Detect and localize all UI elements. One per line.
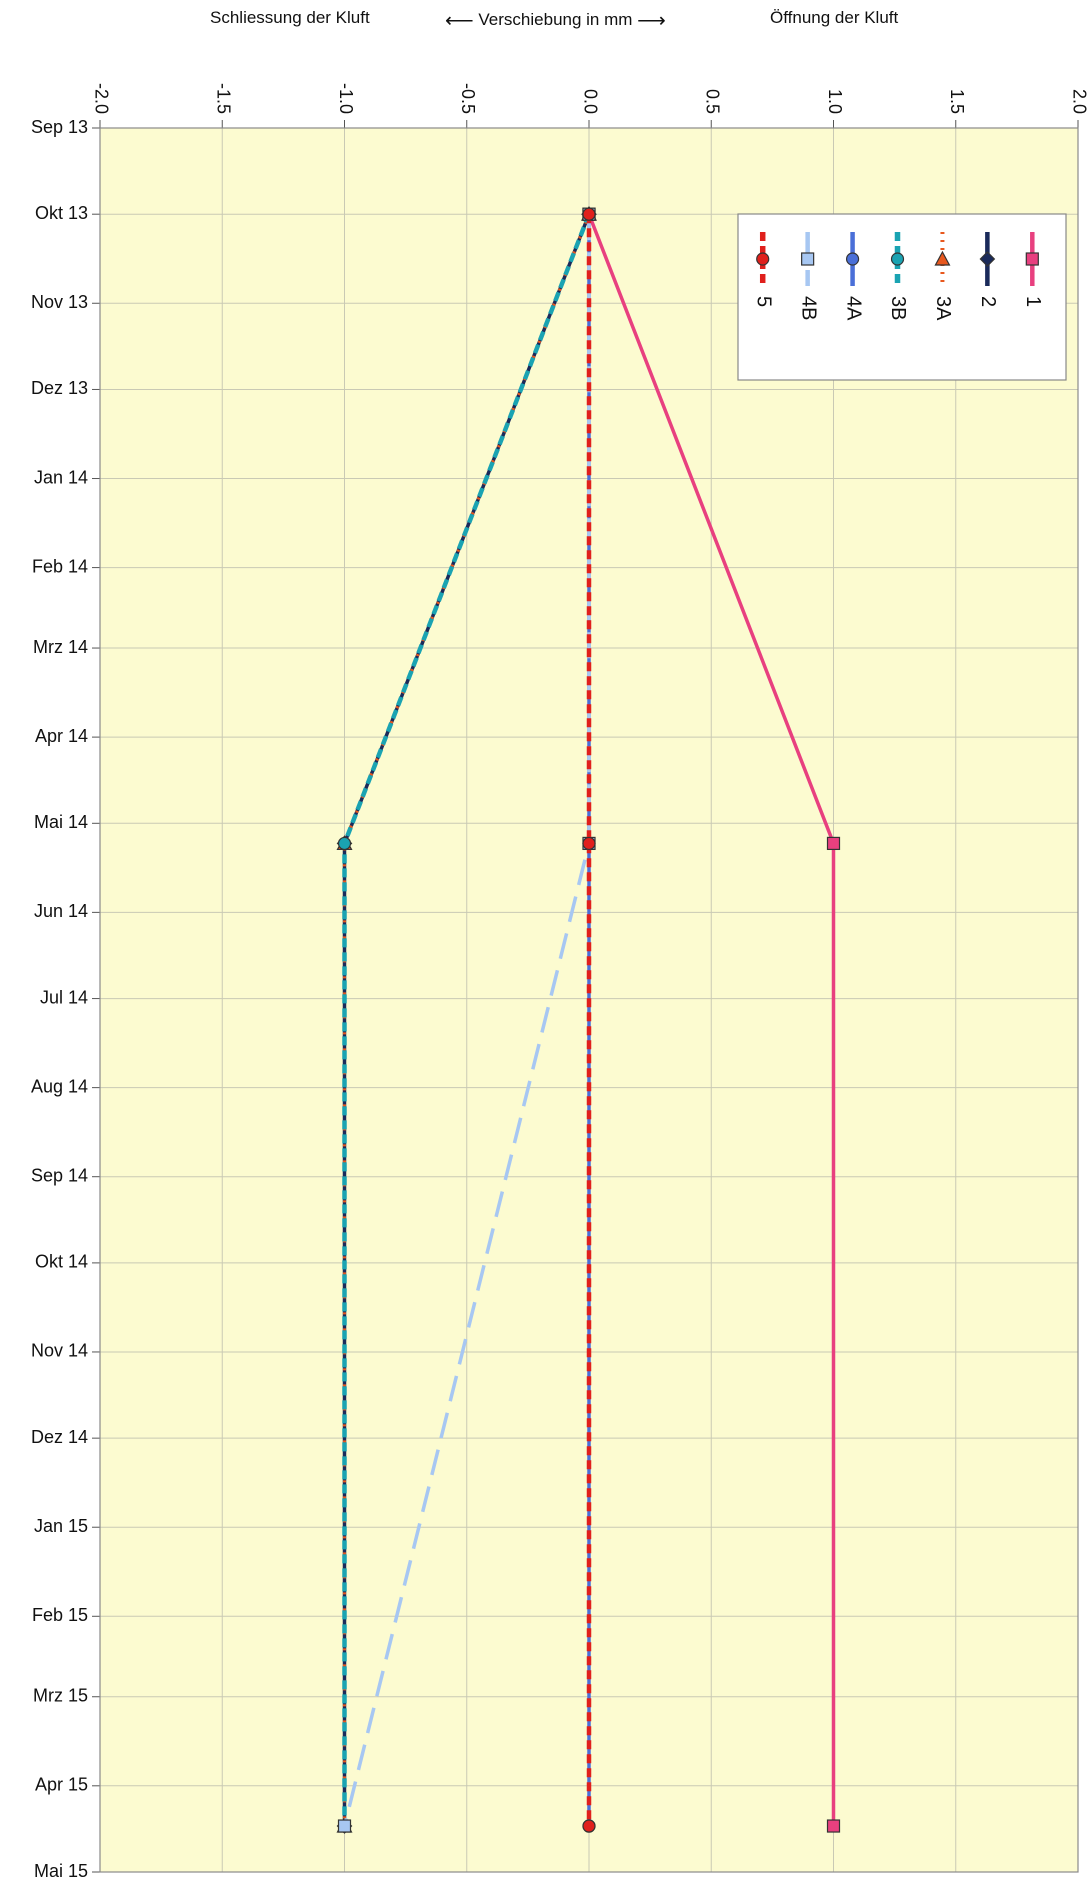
series-5 [582, 207, 596, 1833]
x-tick-label: 0.5 [703, 89, 723, 114]
legend-entry-3A: 3A [932, 232, 954, 321]
series-group [336, 205, 841, 1834]
x-tick-label: -1.5 [214, 83, 234, 114]
legend-marker-4B [801, 252, 815, 266]
arrow-right-icon: ⟶ [637, 10, 666, 32]
y-tick-label: Dez 14 [31, 1427, 88, 1447]
y-tick-label: Feb 15 [32, 1605, 88, 1625]
y-tick-label: Sep 13 [31, 117, 88, 137]
y-tick-label: Mrz 14 [33, 637, 88, 657]
y-tick-label: Feb 14 [32, 556, 88, 576]
legend-marker-1 [1025, 252, 1039, 266]
x-tick-label: -1.0 [336, 83, 356, 114]
legend-marker-2 [979, 251, 996, 267]
axis-title: ⟵ Verschiebung in mm ⟶ [445, 8, 666, 33]
left-header-label: Schliessung der Kluft [210, 8, 370, 27]
legend-marker-3B [890, 252, 905, 266]
y-tick-label: Mai 15 [34, 1861, 88, 1881]
data-point-3B [337, 836, 352, 851]
x-tick-label: 2.0 [1069, 89, 1089, 114]
x-tick-label: 1.0 [825, 89, 845, 114]
y-tick-label: Jun 14 [34, 901, 88, 921]
right-header-label: Öffnung der Kluft [770, 8, 899, 27]
x-tick-label: -0.5 [458, 83, 478, 114]
legend-entry-2: 2 [977, 232, 999, 307]
axes [92, 120, 1079, 1873]
y-tick-label: Jan 15 [34, 1516, 88, 1536]
y-tick-label: Nov 14 [31, 1341, 88, 1361]
x-tick-label: 1.5 [947, 89, 967, 114]
legend-entry-5: 5 [752, 232, 774, 307]
legend: 1 2 3A 3B 4A 4B 5 [737, 213, 1067, 381]
y-tick-label: Dez 13 [31, 378, 88, 398]
y-tick-label: Apr 14 [35, 726, 88, 746]
y-tick-label: Okt 14 [35, 1252, 88, 1272]
y-tick-label: Mrz 15 [33, 1685, 88, 1705]
y-tick-label: Aug 14 [31, 1076, 88, 1096]
legend-label-3B: 3B [887, 296, 909, 320]
legend-marker-5 [756, 252, 770, 266]
data-point-1 [826, 836, 841, 851]
legend-label-1: 1 [1022, 296, 1044, 307]
x-tick-labels: -2.0 -1.5 -1.0 -0.5 0.0 0.5 1.0 1.5 2.0 [91, 83, 1089, 114]
data-point-4B [337, 1819, 352, 1833]
x-tick-label: 0.0 [580, 89, 600, 114]
y-tick-label: Apr 15 [35, 1775, 88, 1795]
legend-label-2: 2 [977, 296, 999, 307]
legend-entry-4B: 4B [797, 232, 819, 320]
data-point-5 [582, 1819, 596, 1833]
legend-marker-3A [934, 250, 951, 266]
x-tick-label: -2.0 [91, 83, 111, 114]
y-tick-label: Nov 13 [31, 292, 88, 312]
y-tick-label: Jul 14 [40, 987, 88, 1007]
y-tick-label: Okt 13 [35, 203, 88, 223]
plot-border [99, 127, 1079, 1873]
legend-entry-4A: 4A [842, 232, 864, 321]
legend-entry-3B: 3B [887, 232, 909, 320]
y-tick-labels: Sep 13 Okt 13 Nov 13 Dez 13 Jan 14 Feb 14 Mrz … [31, 117, 88, 1881]
arrow-left-icon: ⟵ [445, 10, 474, 32]
legend-label-3A: 3A [932, 296, 954, 321]
legend-label-4B: 4B [797, 296, 819, 320]
data-point-1 [826, 1819, 841, 1833]
data-point-5 [582, 836, 596, 851]
y-tick-label: Sep 14 [31, 1165, 88, 1185]
data-point-5 [582, 207, 596, 221]
legend-marker-4A [845, 252, 860, 266]
y-tick-label: Mai 14 [34, 812, 88, 832]
legend-box [737, 213, 1067, 381]
axis-title-text: Verschiebung in mm [478, 10, 633, 29]
y-tick-label: Jan 14 [34, 467, 88, 487]
legend-entry-1: 1 [1022, 232, 1044, 307]
legend-label-4A: 4A [842, 296, 864, 321]
legend-label-5: 5 [752, 296, 774, 307]
